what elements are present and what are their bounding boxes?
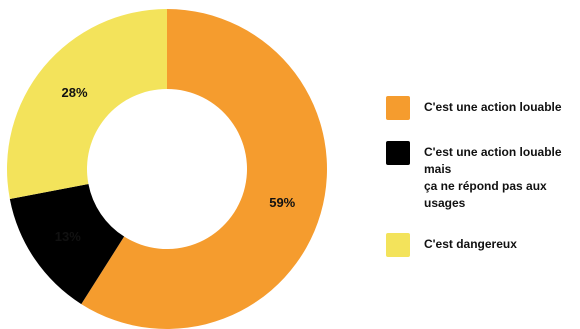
legend: C'est une action louable C'est une actio… [386,96,580,278]
legend-swatch [386,141,410,165]
slice-label: 28% [62,85,88,100]
donut-svg: 59% 13% 28% [6,9,327,329]
legend-item: C'est dangereux [386,233,580,257]
legend-item: C'est une action louable mais ça ne répo… [386,141,580,212]
legend-swatch [386,96,410,120]
legend-item: C'est une action louable [386,96,580,120]
donut-slice [81,9,327,329]
legend-label: C'est dangereux [424,237,517,251]
donut-slice [9,183,125,305]
legend-swatch [386,233,410,257]
slice-label: 59% [269,195,295,210]
legend-label: C'est une action louable [424,100,562,114]
legend-label: C'est une action louable mais ça ne répo… [424,145,562,210]
slice-label: 13% [55,229,81,244]
donut-slice [6,9,167,199]
